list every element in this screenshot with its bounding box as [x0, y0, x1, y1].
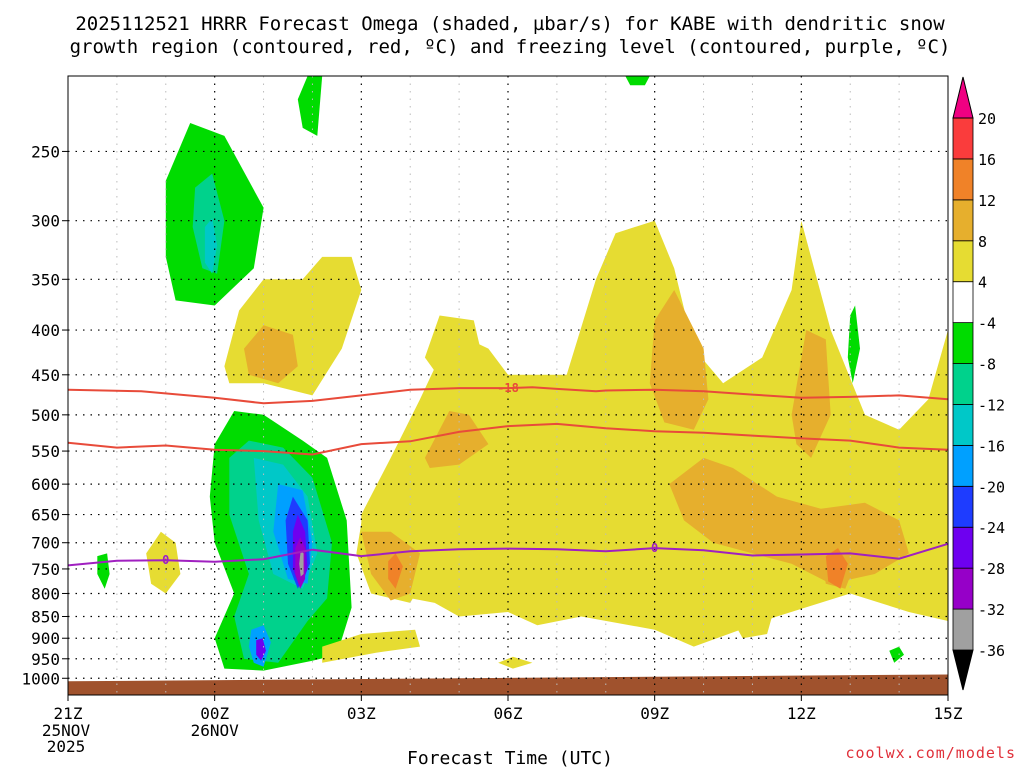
colorbar-band — [952, 322, 974, 364]
omega-region-descent-orange-e — [669, 457, 909, 584]
omega-region-descent-upper-left — [224, 256, 362, 396]
colorbar-band — [952, 240, 974, 283]
omega-region-descent-orange-a — [244, 325, 298, 384]
colorbar-tick-label: -20 — [978, 478, 1005, 496]
omega-region-descent-low-bump — [498, 656, 533, 669]
colorbar-tick-label: -36 — [978, 642, 1005, 660]
omega-shaded-regions — [97, 76, 948, 671]
colorbar-tick-label: 12 — [978, 192, 996, 210]
pressure-axis: 250 300 350 400 450 500 550 600 650 700 750 800 850 9… — [21, 142, 68, 688]
chart-title-line-2: growth region (contoured, red, ºC) and f… — [70, 36, 951, 58]
omega-region-descent-red-b — [825, 548, 848, 589]
omega-region-ascent-upper-core — [204, 218, 218, 274]
colorbar-band — [952, 608, 974, 651]
y-tick-label: 850 — [31, 608, 60, 627]
y-tick-label: 350 — [31, 270, 60, 289]
colorbar-top-triangle — [952, 76, 974, 119]
colorbar-band — [952, 485, 974, 528]
colorbar-tick-label: -12 — [978, 396, 1005, 414]
colorbar-tick-label: -24 — [978, 519, 1005, 537]
omega-region-descent-red-a — [388, 553, 403, 589]
colorbar-tick-label: -16 — [978, 437, 1005, 455]
x-tick-label: 21Z — [54, 704, 83, 723]
y-tick-label: 300 — [31, 212, 60, 231]
x-tick-sublabel: 25NOV — [42, 721, 91, 740]
omega-region-descent-low-right — [732, 607, 772, 639]
y-tick-label: 400 — [31, 321, 60, 340]
y-tick-label: 550 — [31, 442, 60, 461]
y-tick-label: 250 — [31, 142, 60, 161]
contour-dgz-upper — [67, 386, 949, 405]
omega-region-ascent-small-right-low — [889, 646, 904, 663]
colorbar-tick-label: -32 — [978, 601, 1005, 619]
x-tick-label: 03Z — [347, 704, 376, 723]
x-tick-sublabel: 26NOV — [191, 721, 240, 740]
contour-label: 0 — [162, 553, 169, 567]
x-axis-label: Forecast Time (UTC) — [407, 748, 613, 768]
y-tick-label: 450 — [31, 366, 60, 385]
colorbar-band — [952, 363, 974, 405]
y-tick-label: 650 — [31, 506, 60, 525]
omega-region-descent-orange-c — [424, 411, 489, 468]
colorbar-tick-label: 20 — [978, 110, 996, 128]
y-tick-label: 700 — [31, 534, 60, 553]
contour-freezing-level — [67, 542, 949, 567]
chart-title-line-1: 2025112521 HRRR Forecast Omega (shaded, … — [75, 13, 945, 35]
credit-link[interactable]: coolwx.com/models — [845, 744, 1016, 762]
colorbar-band — [952, 117, 974, 160]
y-tick-label: 800 — [31, 584, 60, 603]
colorbar-band — [952, 404, 974, 446]
contour-labels: -18 0 0 — [162, 381, 658, 567]
colorbar-tick-label: 4 — [978, 274, 987, 292]
contour-label: -18 — [497, 381, 519, 395]
colorbar-tick-label: 16 — [978, 151, 996, 169]
x-tick-label: 12Z — [787, 704, 816, 723]
x-tick-label: 15Z — [934, 704, 963, 723]
colorbar-band — [952, 526, 974, 569]
y-tick-label: 600 — [31, 475, 60, 494]
y-tick-label: 950 — [31, 650, 60, 669]
y-tick-label: 1000 — [21, 669, 60, 688]
x-tick-label: 09Z — [640, 704, 669, 723]
x-tick-label: 00Z — [200, 704, 229, 723]
omega-region-ascent-small-right — [847, 305, 860, 384]
omega-region-descent-orange-b — [649, 290, 709, 430]
omega-region-ascent-small-left — [97, 553, 110, 589]
omega-colorbar: -36 -32 -28 -24 -20 -16 -12 -8 -4 4 8 12 16 20 — [952, 76, 1005, 691]
omega-region-ascent-low-violet — [256, 638, 266, 661]
colorbar-tick-label: -8 — [978, 356, 996, 374]
colorbar-band — [952, 567, 974, 610]
y-tick-label: 500 — [31, 406, 60, 425]
omega-region-descent-low-strip — [322, 629, 420, 663]
colorbar-band — [952, 158, 974, 201]
y-tick-label: 750 — [31, 560, 60, 579]
omega-region-descent-mid-bump — [424, 315, 489, 392]
contour-label: 0 — [651, 541, 658, 555]
omega-region-ascent-main-gray — [299, 550, 304, 577]
colorbar-tick-label: -28 — [978, 560, 1005, 578]
omega-region-ascent-small-upper — [297, 76, 323, 136]
colorbar-tick-label: 8 — [978, 233, 987, 251]
omega-region-ascent-small-top — [625, 76, 650, 86]
omega-region-descent-left-blob — [146, 531, 181, 594]
colorbar-band — [952, 281, 974, 324]
temperature-contours — [67, 386, 949, 567]
x-tick-sublabel: 2025 — [47, 737, 86, 756]
y-tick-label: 900 — [31, 629, 60, 648]
x-tick-label: 06Z — [494, 704, 523, 723]
colorbar-bottom-triangle — [952, 649, 974, 691]
contour-dgz-lower — [67, 422, 949, 456]
colorbar-tick-label: -4 — [978, 315, 996, 333]
colorbar-band — [952, 444, 974, 487]
colorbar-band — [952, 199, 974, 242]
